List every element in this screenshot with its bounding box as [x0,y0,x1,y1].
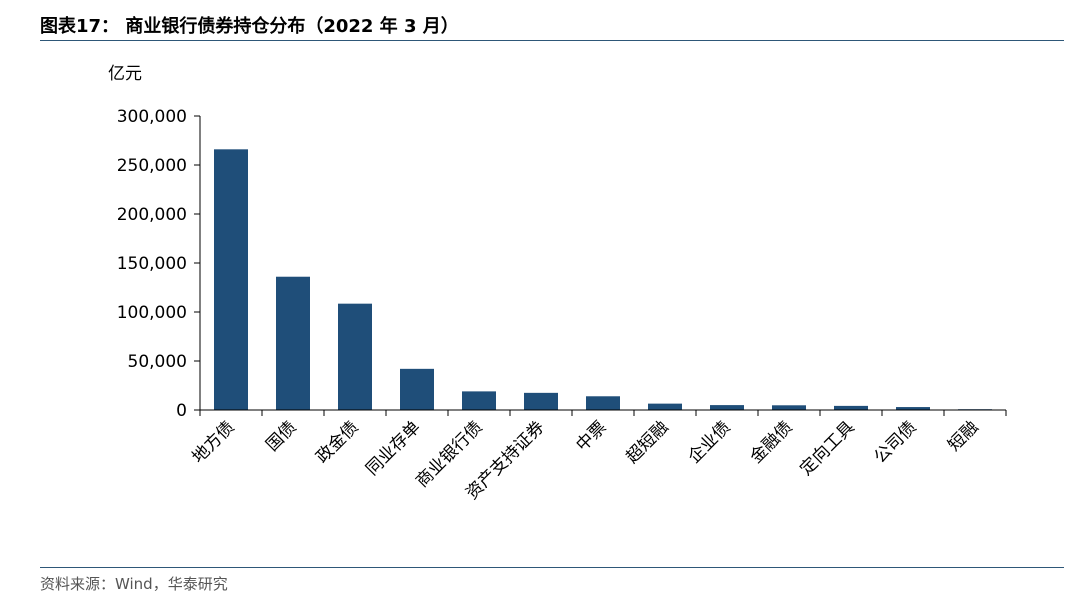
x-tick-label: 政金债 [312,417,362,467]
bar [586,396,620,410]
x-tick-label: 定向工具 [796,417,858,479]
y-tick-label: 250,000 [117,156,187,176]
y-tick-label: 100,000 [117,303,187,323]
bar [896,407,930,410]
y-tick-label: 300,000 [117,107,187,127]
x-tick-label: 金融债 [746,417,796,467]
bar [276,276,310,410]
y-tick-label: 150,000 [117,254,187,274]
y-tick-label: 50,000 [128,352,187,372]
x-tick-label: 企业债 [684,417,734,467]
bar [648,403,682,410]
x-tick-label: 公司债 [870,417,920,467]
bar [400,368,434,410]
y-tick-label: 200,000 [117,205,187,225]
bar [524,392,558,410]
chart-title: 图表17： 商业银行债券持仓分布（2022 年 3 月） [40,16,459,37]
source-note: 资料来源：Wind，华泰研究 [40,575,228,593]
footer-divider [40,567,1064,568]
bar [462,391,496,410]
bar [214,149,248,410]
x-tick-label: 同业存单 [362,417,424,479]
y-axis-unit-label: 亿元 [108,64,142,84]
y-axis: 0 50,000 100,000 150,000 200,000 250,000 300,0… [117,107,201,421]
x-tick-label: 中票 [572,417,610,455]
x-tick-label: 地方债 [188,417,238,467]
chart-area: 亿元 0 50,000 100,000 150,000 200,000 250,000 30… [108,64,1007,504]
x-tick-label: 超短融 [622,417,672,467]
title-divider [40,40,1064,41]
bar [710,405,744,410]
bar [834,405,868,410]
bar [772,405,806,410]
x-tick-label: 短融 [944,417,982,455]
bar [338,303,372,410]
bars-group [214,149,992,411]
bar-chart: 亿元 0 50,000 100,000 150,000 200,000 250,000 30… [108,64,1007,504]
x-tick-label: 国债 [262,417,300,455]
y-tick-label: 0 [176,401,187,421]
